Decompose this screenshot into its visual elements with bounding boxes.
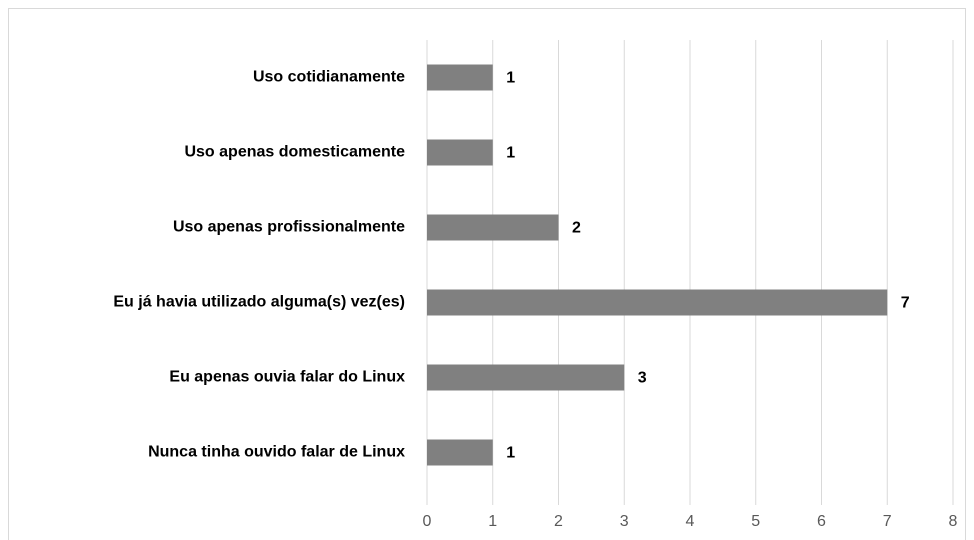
bar [427,139,493,166]
y-tick-label: Nunca tinha ouvido falar de Linux [148,444,405,461]
bar [427,439,493,466]
data-label: 7 [901,295,910,312]
bar [427,364,625,391]
bar [427,214,559,241]
bar [427,64,493,91]
bar [427,289,888,316]
x-tick-label: 0 [423,513,432,530]
x-tick-label: 1 [488,513,497,530]
data-label: 3 [638,370,647,387]
x-tick-label: 5 [751,513,760,530]
x-tick-label: 7 [883,513,892,530]
x-tick-label: 4 [686,513,695,530]
x-tick-label: 6 [817,513,826,530]
y-tick-label: Eu já havia utilizado alguma(s) vez(es) [113,294,405,311]
data-label: 1 [506,70,515,87]
data-label: 1 [506,145,515,162]
x-tick-label: 3 [620,513,629,530]
y-tick-label: Eu apenas ouvia falar do Linux [169,369,405,386]
data-label: 1 [506,445,515,462]
x-tick-label: 2 [554,513,563,530]
y-tick-label: Uso apenas domesticamente [184,144,405,161]
y-tick-label: Uso cotidianamente [253,69,405,86]
y-tick-label: Uso apenas profissionalmente [173,219,405,236]
x-tick-label: 8 [949,513,958,530]
data-label: 2 [572,220,581,237]
